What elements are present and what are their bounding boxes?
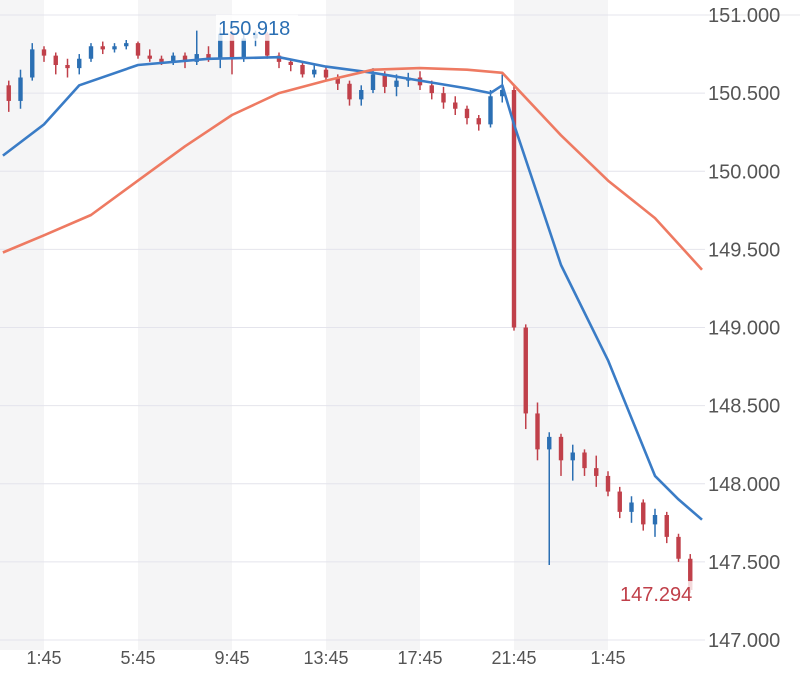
- y-tick-label: 150.000: [708, 161, 780, 183]
- moving-average-lines: [2, 55, 703, 521]
- candle-down: [605, 475, 611, 492]
- x-tick-label: 5:45: [120, 648, 155, 668]
- candle-down: [276, 55, 282, 62]
- shaded-band: [326, 0, 420, 650]
- time-bands: [0, 0, 608, 650]
- candle-down: [464, 108, 470, 119]
- candle-down: [617, 491, 622, 512]
- gridlines: [0, 14, 800, 641]
- candle-up: [370, 74, 376, 90]
- candle-down: [135, 43, 141, 56]
- y-tick-label: 148.500: [708, 396, 780, 418]
- price-label-bg: [216, 14, 298, 41]
- x-tick-label: 13:45: [303, 648, 348, 668]
- candle-down: [558, 436, 564, 461]
- candle-up: [124, 43, 129, 47]
- y-tick-label: 151.000: [708, 5, 780, 27]
- moving-average-slow: [2, 66, 703, 271]
- candle-up: [500, 90, 505, 97]
- candle-down: [688, 558, 693, 590]
- candle-down: [535, 413, 540, 450]
- candle-down: [664, 515, 669, 537]
- candle-down: [476, 118, 481, 125]
- candle-down: [323, 69, 329, 78]
- x-axis: 1:45 5:45 9:45 13:45 17:45 21:45 1:45: [26, 648, 625, 668]
- candle-down: [676, 536, 681, 559]
- candle-up: [394, 80, 399, 87]
- x-tick-label: 1:45: [26, 648, 61, 668]
- candle-down: [300, 65, 305, 75]
- candle-down: [288, 61, 293, 65]
- price-labels: 150.918 147.294: [216, 14, 700, 608]
- candle-down: [206, 54, 211, 59]
- price-label-bg: [618, 581, 700, 608]
- candle-down: [511, 90, 517, 328]
- y-axis: 151.000 150.500 150.000 149.500 149.000 148.5…: [708, 5, 780, 652]
- candle-up: [88, 46, 94, 59]
- candle-up: [488, 96, 493, 125]
- candle-up: [241, 38, 246, 59]
- candle-up: [629, 502, 634, 512]
- candle-up: [77, 58, 82, 69]
- shaded-band: [0, 0, 44, 650]
- candle-up: [547, 436, 552, 450]
- y-tick-label: 147.000: [708, 630, 780, 652]
- shaded-band: [138, 0, 232, 650]
- candle-up: [171, 55, 176, 62]
- candle-down: [453, 102, 458, 109]
- y-tick-label: 149.500: [708, 239, 780, 261]
- moving-average-fast: [2, 55, 703, 521]
- candle-up: [18, 77, 23, 101]
- y-tick-label: 147.500: [708, 552, 780, 574]
- candle-down: [429, 85, 434, 94]
- candle-up: [652, 515, 658, 525]
- candle-down: [347, 83, 352, 100]
- candles: [6, 27, 693, 594]
- x-tick-label: 1:45: [590, 648, 625, 668]
- candle-up: [312, 69, 317, 75]
- x-tick-label: 21:45: [491, 648, 536, 668]
- candle-down: [335, 77, 340, 84]
- candle-down: [100, 46, 105, 50]
- candle-up: [570, 452, 575, 461]
- candle-down: [265, 33, 270, 56]
- shaded-band: [514, 0, 608, 650]
- candle-down: [441, 93, 446, 103]
- candle-down: [229, 33, 235, 59]
- candle-down: [159, 58, 164, 62]
- candle-down: [65, 65, 70, 69]
- candle-down: [641, 502, 646, 525]
- y-tick-label: 148.000: [708, 474, 780, 496]
- candle-up: [359, 90, 364, 100]
- candle-down: [6, 85, 11, 101]
- price-label: 147.294: [620, 584, 692, 606]
- candle-up: [112, 46, 117, 50]
- candle-down: [523, 327, 528, 414]
- candle-down: [41, 49, 47, 56]
- candle-down: [594, 468, 599, 476]
- price-label: 150.918: [218, 18, 290, 40]
- x-tick-label: 17:45: [397, 648, 442, 668]
- x-tick-label: 9:45: [214, 648, 249, 668]
- candle-down: [147, 55, 152, 59]
- candle-up: [194, 54, 199, 62]
- candle-down: [582, 452, 587, 469]
- candle-up: [218, 33, 223, 59]
- candle-down: [182, 55, 188, 62]
- y-tick-label: 150.500: [708, 83, 780, 105]
- candle-down: [53, 55, 58, 65]
- candle-up: [30, 49, 35, 78]
- y-tick-label: 149.000: [708, 318, 780, 340]
- candle-down: [382, 74, 387, 87]
